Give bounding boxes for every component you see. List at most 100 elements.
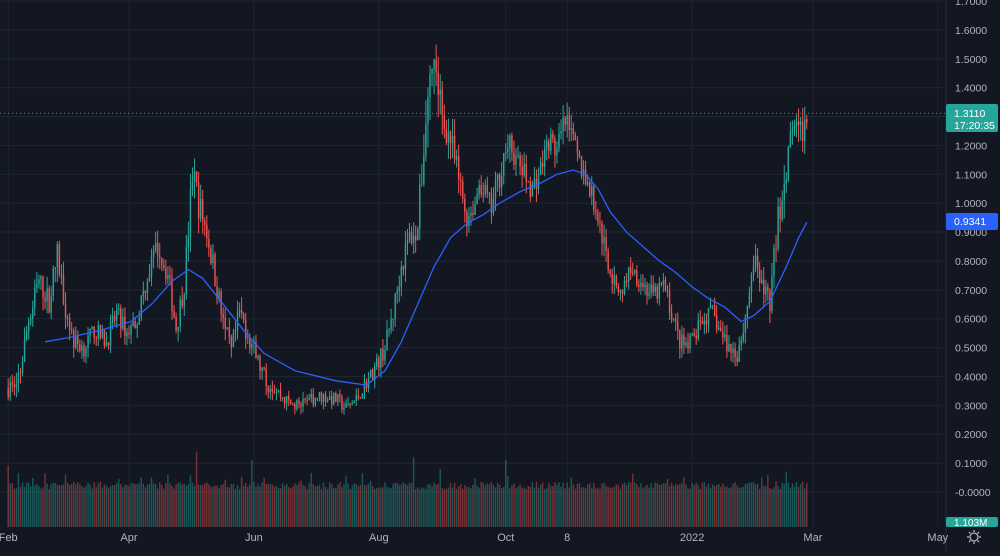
price-countdown-label: 17:20:35 xyxy=(954,120,995,132)
candle-body xyxy=(703,320,706,325)
candle-body xyxy=(572,128,575,135)
volume-bar xyxy=(238,488,241,527)
candle-body xyxy=(470,212,472,216)
volume-bar xyxy=(388,487,390,527)
candle-body xyxy=(783,184,785,201)
volume-label-bg xyxy=(946,517,998,527)
volume-bar xyxy=(478,487,480,527)
y-tick-label: 1.0000 xyxy=(955,198,987,210)
candle-body xyxy=(793,126,796,130)
volume-bar xyxy=(34,485,36,527)
volume-bar xyxy=(480,482,482,527)
candle-body xyxy=(175,316,177,331)
candle-body xyxy=(597,212,599,223)
candle-body xyxy=(308,398,310,401)
candle-body xyxy=(25,331,28,339)
volume-bar xyxy=(118,479,120,527)
volume-bar xyxy=(126,485,128,527)
volume-bar xyxy=(556,484,558,527)
volume-bar xyxy=(437,484,439,527)
volume-bar xyxy=(404,483,407,527)
candle-body xyxy=(715,315,718,330)
volume-bar xyxy=(308,483,310,527)
candle-body xyxy=(636,270,638,285)
candle-body xyxy=(38,279,40,285)
candle-body xyxy=(634,270,636,274)
volume-bar xyxy=(541,482,544,527)
candle-body xyxy=(693,333,695,336)
volume-bar xyxy=(204,483,206,527)
candle-body xyxy=(50,296,52,313)
volume-bar xyxy=(806,482,808,527)
volume-bar xyxy=(163,488,165,527)
volume-bar xyxy=(365,485,368,527)
volume-bar xyxy=(421,487,423,527)
candle-body xyxy=(750,274,753,293)
candle-body xyxy=(570,128,573,131)
candle-body xyxy=(148,275,151,282)
time-axis[interactable]: Feb Apr Jun Aug Oct 8 2022 Mar May xyxy=(0,532,949,544)
candle-body xyxy=(707,308,710,325)
volume-bar xyxy=(468,486,470,527)
volume-bar xyxy=(300,480,302,527)
volume-bar xyxy=(23,487,26,527)
volume-bar xyxy=(378,488,380,527)
candle-body xyxy=(629,267,632,273)
candle-body xyxy=(371,369,374,381)
candle-body xyxy=(476,194,478,204)
volume-bar xyxy=(726,486,728,527)
candle-body xyxy=(548,141,550,151)
candle-body xyxy=(670,312,673,320)
volume-bar xyxy=(509,488,511,527)
volume-bar xyxy=(320,488,323,527)
volume-bar xyxy=(482,482,484,527)
volume-bar xyxy=(247,486,249,527)
candle-body xyxy=(27,321,30,332)
volume-bar xyxy=(717,483,720,527)
volume-bar xyxy=(517,486,519,527)
volume-bar xyxy=(42,487,44,527)
candle-body xyxy=(619,289,622,293)
candle-body xyxy=(101,330,104,338)
volume-bar xyxy=(328,482,331,527)
candle-body xyxy=(201,198,204,222)
volume-bar xyxy=(623,482,626,527)
candle-body xyxy=(466,211,468,227)
candle-body xyxy=(62,274,65,304)
volume-bar xyxy=(566,482,568,527)
candle-body xyxy=(115,309,118,321)
volume-bar xyxy=(232,483,235,527)
candle-body xyxy=(765,286,767,295)
candle-body xyxy=(386,329,388,351)
volume-bar xyxy=(689,488,691,527)
candle-body xyxy=(609,269,611,274)
candle-body xyxy=(398,286,401,291)
volume-bar xyxy=(464,485,466,527)
volume-bar xyxy=(156,488,159,527)
volume-bar xyxy=(386,487,388,527)
volume-bar xyxy=(75,484,77,527)
volume-bar xyxy=(574,488,577,527)
volume-bar xyxy=(674,484,677,527)
volume-bar xyxy=(134,484,136,527)
candle-body xyxy=(226,327,229,329)
candle-body xyxy=(396,290,398,294)
candles[interactable] xyxy=(7,44,808,415)
y-tick-label: 1.4000 xyxy=(955,83,987,95)
settings-gear-icon[interactable] xyxy=(967,530,981,544)
volume-bar xyxy=(578,483,581,527)
volume-bar xyxy=(27,482,30,527)
volume-bar xyxy=(177,482,179,527)
volume-bar xyxy=(445,488,448,527)
price-axis[interactable]: 1.70001.60001.50001.40001.30001.20001.10… xyxy=(945,0,991,551)
volume-bar xyxy=(113,485,116,527)
volume-bar xyxy=(615,484,618,527)
volume-bar xyxy=(775,481,777,527)
candle-body xyxy=(320,392,323,402)
candle-body xyxy=(677,321,679,331)
candle-body xyxy=(613,275,616,284)
y-tick-label: 1.6000 xyxy=(955,25,987,37)
candle-body xyxy=(541,162,544,167)
